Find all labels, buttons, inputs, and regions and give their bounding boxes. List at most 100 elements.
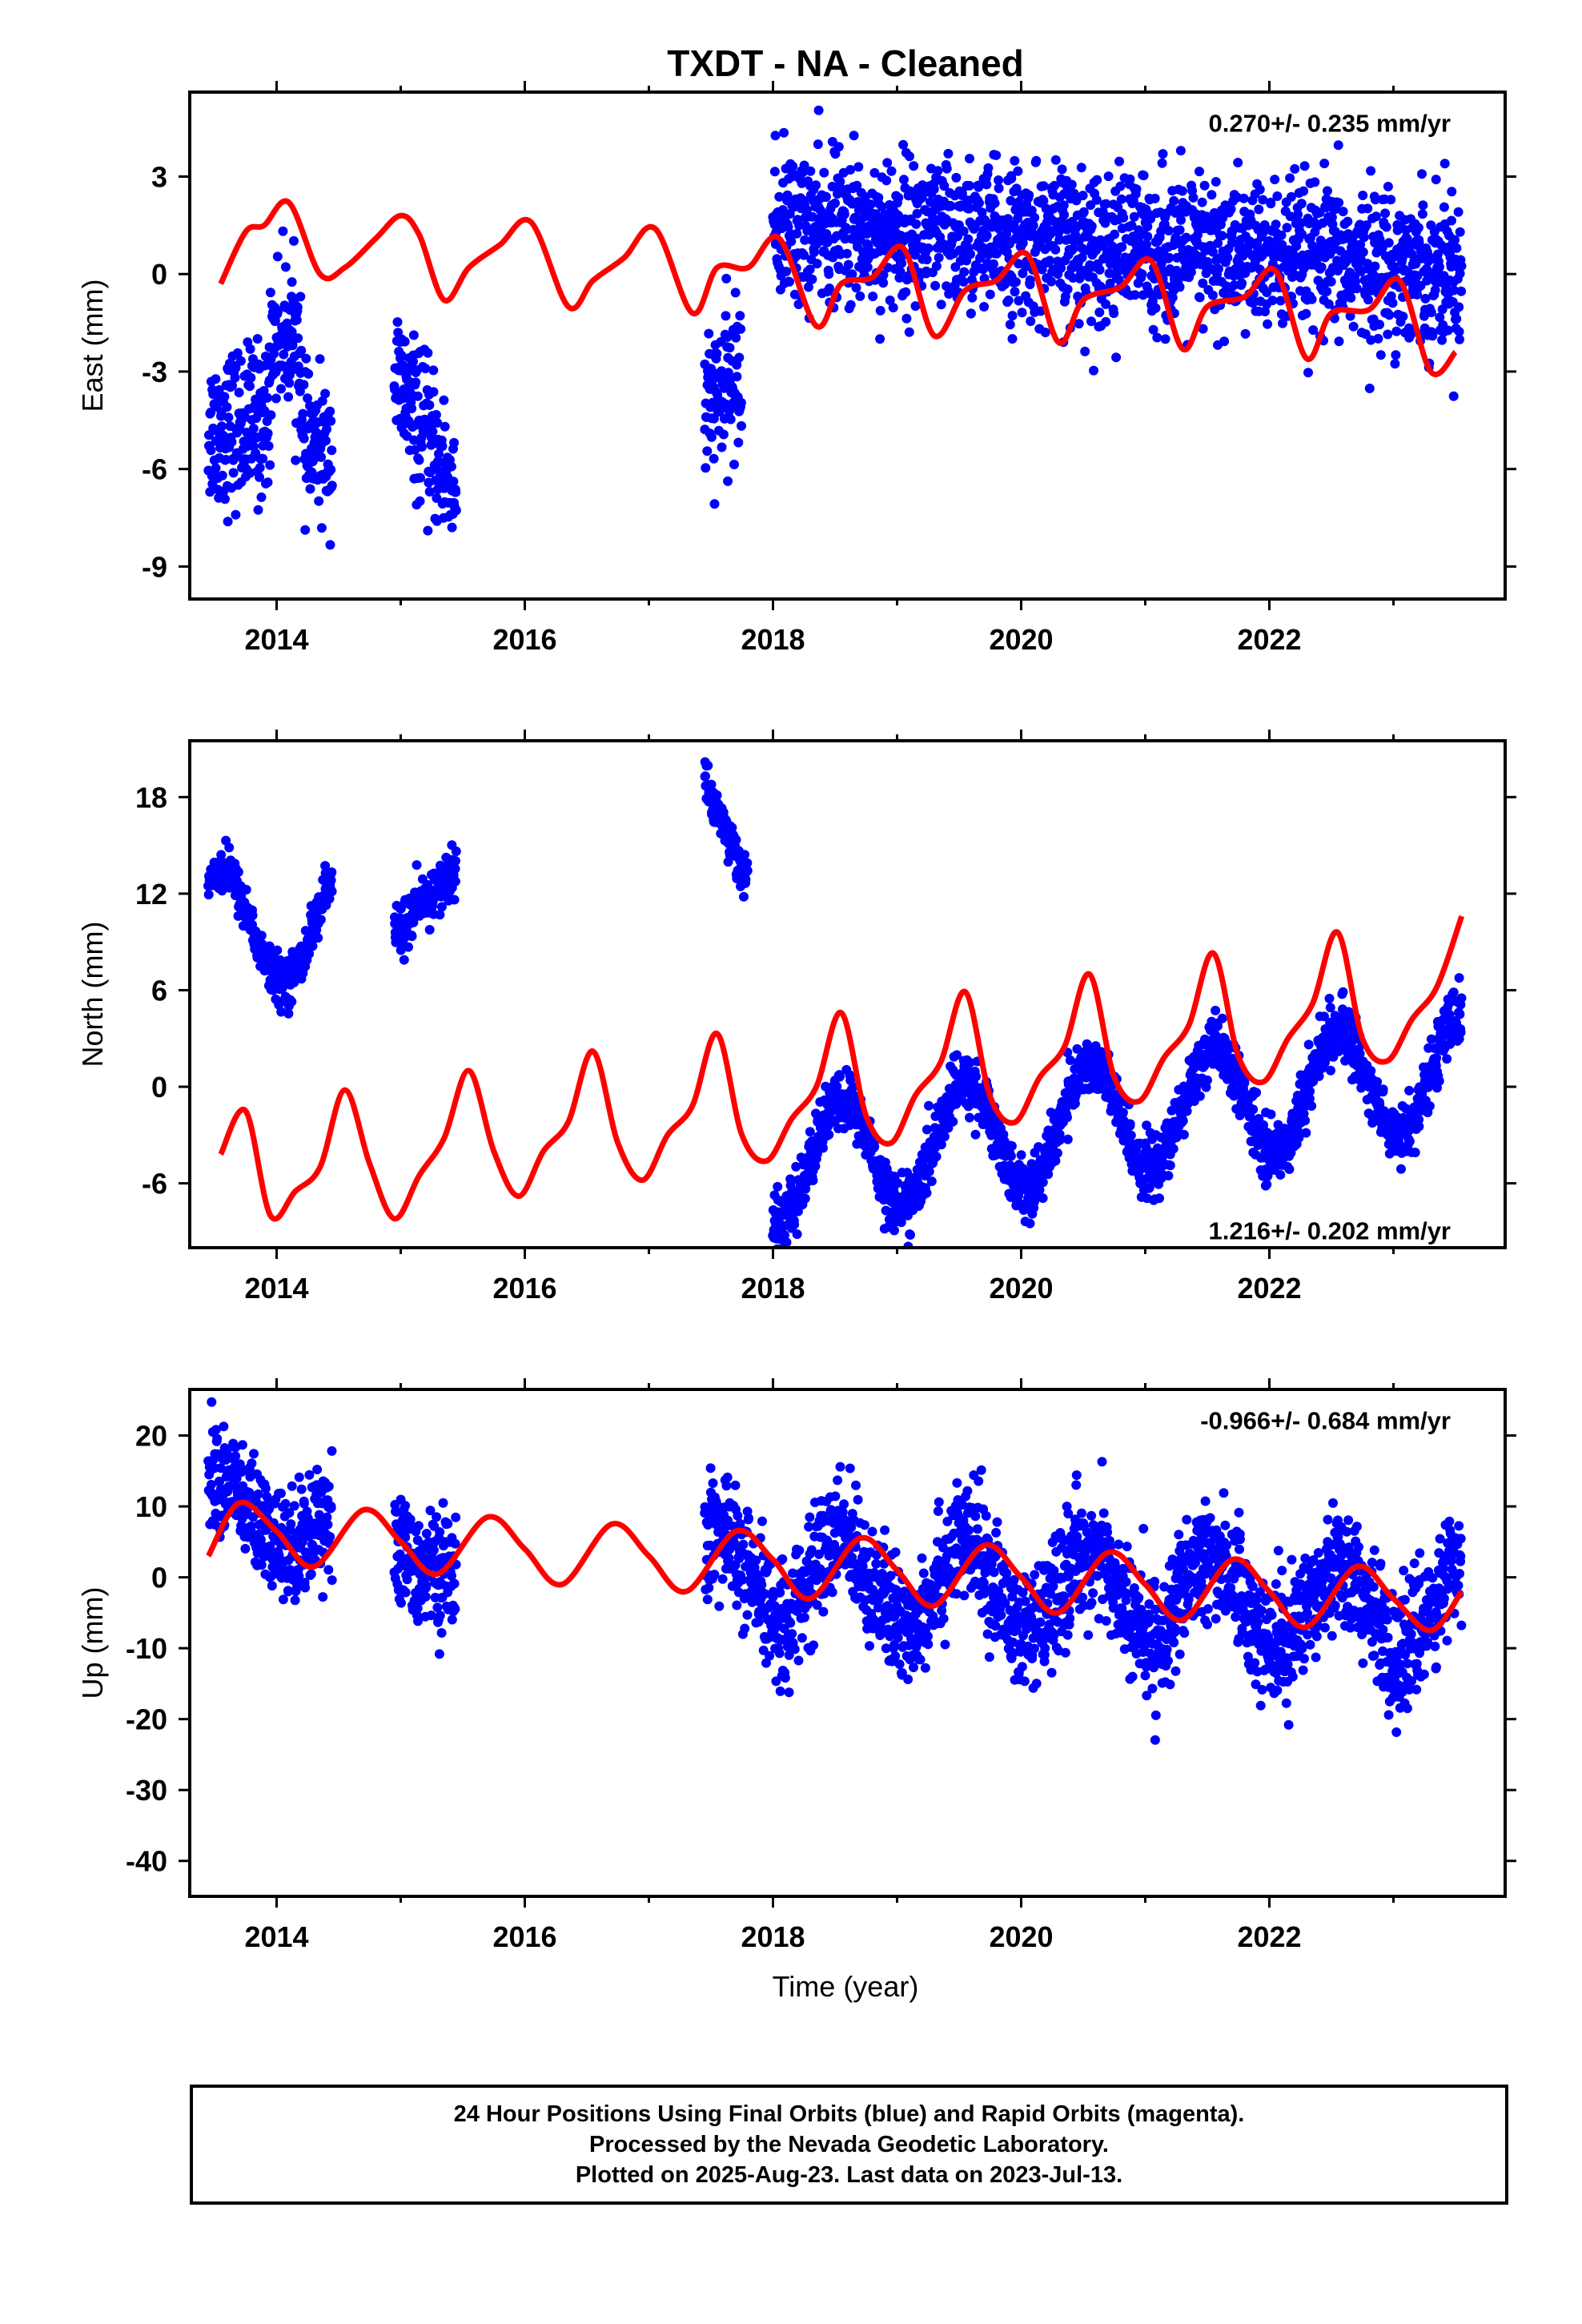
data-point <box>812 259 822 269</box>
data-point <box>1003 296 1014 305</box>
data-point <box>1165 1160 1175 1171</box>
data-point <box>1282 223 1292 233</box>
data-point <box>1197 197 1207 207</box>
data-point <box>780 1230 789 1240</box>
data-point <box>1380 208 1391 219</box>
data-point <box>785 1180 796 1191</box>
data-point <box>731 834 741 845</box>
data-point <box>824 1129 834 1140</box>
data-point <box>1358 247 1368 257</box>
data-point <box>1169 195 1179 206</box>
y-tick-label: -6 <box>142 453 167 486</box>
data-point <box>1290 163 1300 174</box>
data-point <box>1001 221 1011 231</box>
data-point <box>841 224 852 235</box>
data-point <box>1195 1091 1205 1101</box>
data-point <box>1426 308 1436 318</box>
data-point <box>1006 1192 1016 1202</box>
data-point <box>1171 1132 1182 1143</box>
data-point <box>263 441 274 451</box>
data-point <box>215 1463 226 1474</box>
data-point <box>1052 1148 1062 1158</box>
data-point <box>1175 146 1186 156</box>
data-point <box>1314 1071 1324 1081</box>
data-point <box>847 269 857 279</box>
data-point <box>1178 1129 1189 1140</box>
data-point <box>1375 320 1384 330</box>
data-point <box>1404 1085 1415 1096</box>
data-point <box>792 1229 802 1240</box>
data-point <box>1026 205 1037 215</box>
data-point <box>848 1082 858 1092</box>
data-point <box>934 252 944 263</box>
data-point <box>1456 261 1467 271</box>
data-point <box>794 220 805 231</box>
data-point <box>1178 1116 1188 1126</box>
data-point <box>1030 212 1040 223</box>
y-tick-label: 3 <box>151 161 167 194</box>
data-point <box>921 255 932 265</box>
data-point <box>1146 214 1156 224</box>
data-point <box>1156 259 1166 268</box>
data-point <box>1176 215 1186 225</box>
data-point <box>974 198 984 208</box>
data-point <box>1006 195 1016 206</box>
data-point <box>224 842 235 853</box>
data-point <box>1299 161 1310 171</box>
data-point <box>1442 1054 1452 1064</box>
data-point <box>1118 1108 1128 1118</box>
data-point <box>733 437 744 448</box>
data-point <box>1050 155 1061 165</box>
data-point <box>982 231 992 241</box>
data-point <box>1207 247 1218 257</box>
data-point <box>701 771 710 782</box>
plot-area <box>203 757 1467 1248</box>
data-point <box>779 127 789 138</box>
y-axis-label: North (mm) <box>76 922 109 1068</box>
data-point <box>1214 263 1223 274</box>
data-point <box>207 1397 217 1407</box>
data-point <box>792 228 802 239</box>
data-point <box>398 393 408 404</box>
data-point <box>1213 238 1223 248</box>
data-point <box>821 229 832 239</box>
rate-annotation: 0.270+/- 0.235 mm/yr <box>1209 110 1451 138</box>
data-point <box>262 392 272 403</box>
data-point <box>957 188 967 199</box>
data-point <box>810 1161 821 1172</box>
data-point <box>231 363 241 373</box>
y-tick-label: -3 <box>142 356 167 388</box>
y-axis-label: East (mm) <box>76 279 109 412</box>
data-point <box>1188 192 1199 203</box>
data-point <box>943 148 954 159</box>
data-point <box>1447 215 1456 226</box>
data-point <box>1211 1030 1221 1040</box>
data-point <box>921 1188 932 1198</box>
data-point <box>1301 308 1311 319</box>
data-point <box>967 292 978 303</box>
data-point <box>893 1178 903 1188</box>
data-point <box>805 1127 815 1137</box>
data-point <box>450 863 460 874</box>
data-point <box>1426 1034 1436 1044</box>
data-point <box>423 348 433 358</box>
data-point <box>1207 290 1218 300</box>
data-point <box>1455 1009 1465 1019</box>
data-point <box>400 336 410 347</box>
data-point <box>727 822 737 833</box>
data-point <box>1448 391 1459 401</box>
data-point <box>303 393 313 404</box>
data-point <box>1455 227 1465 237</box>
data-point <box>1262 287 1272 298</box>
data-point <box>965 154 974 163</box>
data-point <box>1163 226 1174 235</box>
data-point <box>1297 229 1307 239</box>
data-point <box>948 1116 958 1127</box>
data-point <box>1420 293 1431 304</box>
data-point <box>851 283 861 293</box>
data-point <box>978 243 988 253</box>
data-point <box>326 416 336 426</box>
data-point <box>396 945 406 955</box>
data-point <box>725 414 736 424</box>
data-point <box>284 378 295 388</box>
